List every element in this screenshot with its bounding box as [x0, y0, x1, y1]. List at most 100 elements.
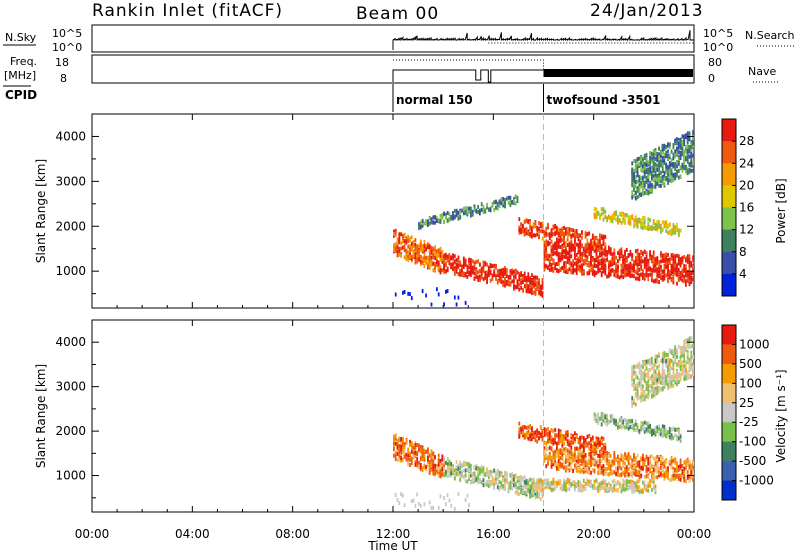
- scatter-cell: [545, 464, 548, 469]
- scatter-cell: [586, 469, 589, 473]
- scatter-cell: [477, 480, 479, 485]
- scatter-cell: [652, 373, 655, 378]
- scatter-cell: [538, 289, 540, 294]
- scatter-cell: [581, 468, 583, 473]
- scatter-cell: [651, 470, 653, 475]
- scatter-cell: [692, 255, 694, 260]
- scatter-cell: [518, 228, 521, 233]
- scatter-cell: [670, 256, 673, 261]
- scatter-cell: [584, 444, 587, 449]
- scatter-cell: [656, 167, 659, 172]
- scatter-cell: [575, 252, 578, 257]
- scatter-cell: [617, 469, 619, 474]
- scatter-cell: [534, 221, 537, 226]
- scatter-cell: [577, 233, 580, 238]
- scatter-cell: [577, 466, 580, 471]
- scatter-cell: [550, 487, 553, 492]
- scatter-cell: [631, 469, 634, 474]
- scatter-cell: [527, 275, 530, 280]
- scatter-cell: [532, 491, 535, 496]
- scatter-cell: [488, 268, 490, 273]
- scatter-cell: [647, 267, 650, 272]
- scatter-cell: [581, 483, 583, 488]
- scatter-cell: [566, 433, 569, 438]
- scatter-cell: [548, 436, 551, 441]
- scatter-cell: [534, 430, 537, 435]
- scatter-cell: [452, 253, 454, 258]
- scatter-cell: [645, 191, 648, 195]
- scatter-cell: [586, 271, 589, 276]
- freq-trace: [392, 69, 544, 83]
- scatter-cell: [434, 247, 436, 252]
- scatter-cell: [423, 259, 426, 264]
- scatter-cell: [643, 170, 646, 175]
- scatter-cell: [636, 221, 639, 226]
- scatter-cell: [581, 271, 583, 276]
- scatter-cell: [445, 256, 447, 261]
- scatter-cell: [565, 446, 567, 451]
- scatter-cell: [685, 155, 687, 160]
- scatter-cell: [676, 473, 678, 478]
- scatter-cell: [674, 263, 677, 268]
- scatter-cell: [590, 258, 592, 263]
- scatter-cell: [581, 257, 583, 262]
- scatter-cell: [495, 200, 497, 205]
- scatter-cell: [586, 249, 589, 254]
- scatter-cell: [575, 234, 578, 239]
- scatter-cell: [418, 253, 420, 258]
- scatter-cell: [468, 473, 470, 478]
- scatter-cell: [595, 256, 598, 261]
- scatter-cell: [434, 467, 436, 472]
- scatter-cell: [534, 291, 537, 296]
- scatter-cell: [565, 458, 567, 463]
- scatter-cell: [570, 234, 573, 239]
- scatter-cell: [529, 477, 531, 482]
- scatter-cell: [538, 436, 540, 441]
- scatter-cell: [443, 254, 445, 259]
- scatter-cell: [593, 450, 596, 455]
- scatter-cell: [670, 162, 673, 167]
- scatter-cell: [394, 242, 397, 247]
- scatter-cell: [652, 261, 655, 266]
- scatter-cell: [557, 239, 560, 244]
- scatter-cell: [523, 277, 526, 282]
- scatter-cell: [658, 388, 660, 393]
- scatter-cell: [579, 268, 582, 273]
- scatter-cell: [561, 448, 564, 453]
- scatter-cell: [665, 223, 668, 228]
- colorbar-segment: [722, 207, 736, 231]
- scatter-cell: [688, 257, 691, 261]
- scatter-cell: [584, 441, 587, 446]
- scatter-cell: [461, 268, 463, 273]
- scatter-cell: [489, 469, 492, 474]
- scatter-cell: [547, 232, 549, 237]
- scatter-cell: [595, 478, 598, 483]
- scatter-cell: [421, 289, 424, 294]
- scatter-cell: [627, 458, 630, 463]
- scatter-cell: [436, 249, 438, 254]
- scatter-cell: [652, 253, 655, 258]
- scatter-cell: [622, 419, 625, 424]
- scatter-cell: [613, 461, 616, 466]
- scatter-cell: [502, 486, 505, 491]
- scatter-cell: [523, 227, 526, 232]
- scatter-cell: [656, 275, 659, 280]
- scatter-cell: [634, 190, 637, 195]
- scatter-cell: [550, 480, 553, 485]
- scatter-cell: [611, 268, 614, 272]
- scatter-cell: [452, 261, 454, 266]
- scatter-cell: [572, 436, 574, 441]
- scatter-cell: [683, 278, 686, 283]
- scatter-cell: [550, 455, 553, 460]
- scatter-cell: [652, 250, 655, 255]
- scatter-cell: [597, 245, 600, 250]
- scatter-cell: [642, 268, 644, 273]
- scatter-cell: [692, 168, 694, 173]
- scatter-cell: [502, 203, 505, 208]
- scatter-cell: [584, 438, 587, 442]
- scatter-cell: [631, 399, 634, 404]
- scatter-cell: [443, 455, 445, 460]
- scatter-cell: [579, 480, 582, 485]
- scatter-cell: [428, 221, 431, 226]
- scatter-cell: [468, 262, 470, 267]
